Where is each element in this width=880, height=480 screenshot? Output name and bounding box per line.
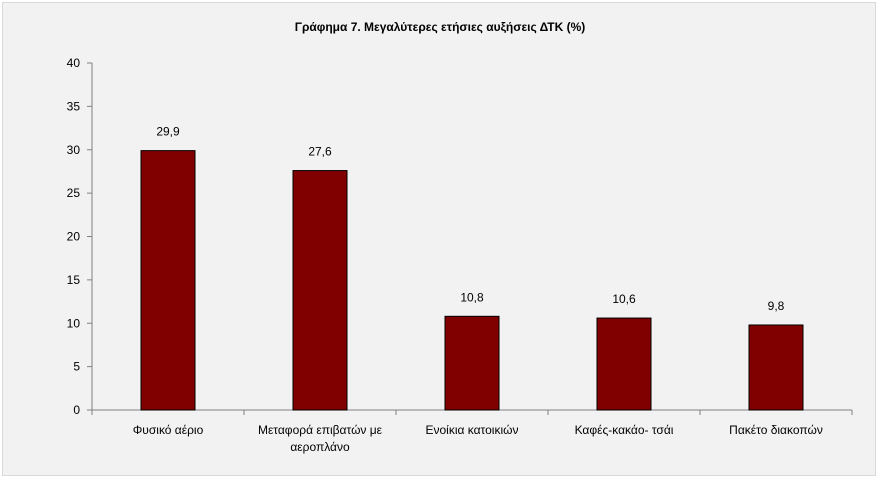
bar [140, 150, 196, 411]
bar [748, 324, 804, 411]
category-label: Καφές-κακάο- τσάι [575, 423, 674, 437]
category-label: Πακέτο διακοπών [729, 423, 823, 437]
y-tick-label: 35 [67, 99, 81, 113]
bar [596, 317, 652, 411]
data-label: 27,6 [308, 145, 332, 159]
y-tick-label: 10 [67, 316, 81, 330]
bar [444, 315, 500, 411]
category-label: Φυσικό αέριο [133, 423, 204, 437]
y-tick-label: 5 [73, 360, 80, 374]
data-label: 10,6 [612, 292, 636, 306]
y-tick-label: 0 [73, 403, 80, 417]
data-label: 29,9 [156, 125, 180, 139]
y-tick-label: 25 [67, 186, 81, 200]
bar [292, 170, 348, 411]
y-tick-label: 40 [67, 56, 81, 70]
y-tick-label: 15 [67, 273, 81, 287]
chart-title: Γράφημα 7. Μεγαλύτερες ετήσιες αυξήσεις … [294, 20, 586, 34]
category-label: Μεταφορά επιβατών με αεροπλάνο [258, 423, 383, 454]
data-label: 10,8 [460, 290, 484, 304]
y-tick-label: 30 [67, 143, 81, 157]
y-tick-label: 20 [67, 230, 81, 244]
category-label: Ενοίκια κατοικιών [425, 423, 518, 437]
data-label: 9,8 [768, 299, 785, 313]
